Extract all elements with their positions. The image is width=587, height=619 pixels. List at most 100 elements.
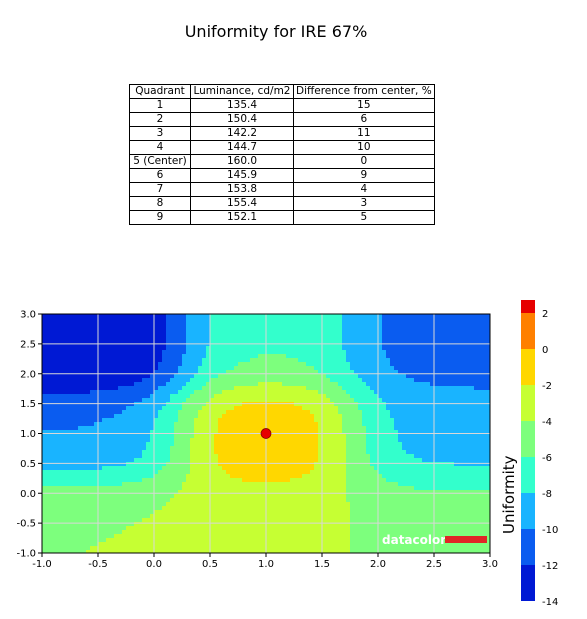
contour-cell [362,346,367,351]
contour-cell [486,374,490,379]
contour-cell [74,434,79,439]
contour-cell [466,482,471,487]
contour-cell [414,318,419,323]
contour-cell [282,362,287,367]
table-row: 9 152.1 5 [129,210,435,225]
contour-cell [422,382,427,387]
contour-cell [438,390,443,395]
contour-cell [438,442,443,447]
contour-cell [402,422,407,427]
contour-cell [58,318,63,323]
contour-cell [106,430,111,435]
contour-cell [214,462,219,467]
contour-cell [94,398,99,403]
contour-cell [438,346,443,351]
contour-cell [134,454,139,459]
contour-cell [82,450,87,455]
contour-cell [370,374,375,379]
contour-cell [390,346,395,351]
contour-cell [98,350,103,355]
contour-cell [210,434,215,439]
contour-cell [438,326,443,331]
contour-cell [418,330,423,335]
contour-cell [102,382,107,387]
contour-cell [378,334,383,339]
contour-cell [366,422,371,427]
contour-cell [246,414,251,419]
contour-cell [346,322,351,327]
contour-cell [246,358,251,363]
contour-cell [426,334,431,339]
contour-cell [126,442,131,447]
contour-cell [158,398,163,403]
contour-cell [166,366,171,371]
contour-cell [346,470,351,475]
contour-cell [310,394,315,399]
contour-cell [62,442,67,447]
contour-cell [446,438,451,443]
contour-cell [382,382,387,387]
contour-cell [370,442,375,447]
contour-cell [146,462,151,467]
contour-cell [482,334,487,339]
contour-cell [78,422,83,427]
contour-cell [146,430,151,435]
contour-cell [94,318,99,323]
contour-cell [374,458,379,463]
contour-cell [186,426,191,431]
contour-cell [222,398,227,403]
contour-cell [174,326,179,331]
contour-cell [154,374,159,379]
contour-cell [226,374,231,379]
contour-cell [242,334,247,339]
contour-cell [358,466,363,471]
contour-cell [438,378,443,383]
contour-cell [430,426,435,431]
contour-cell [382,430,387,435]
contour-cell [390,410,395,415]
contour-cell [486,338,490,343]
contour-cell [386,446,391,451]
contour-cell [174,362,179,367]
contour-cell [318,466,323,471]
contour-cell [174,354,179,359]
contour-cell [214,394,219,399]
contour-cell [98,318,103,323]
contour-cell [266,318,271,323]
contour-cell [158,434,163,439]
contour-cell [314,434,319,439]
contour-cell [194,386,199,391]
contour-cell [62,394,67,399]
contour-cell [170,326,175,331]
contour-cell [54,330,59,335]
contour-cell [154,338,159,343]
contour-cell [442,486,447,491]
contour-cell [154,398,159,403]
contour-cell [90,338,95,343]
contour-cell [206,406,211,411]
contour-cell [434,362,439,367]
contour-cell [222,358,227,363]
contour-cell [54,414,59,419]
contour-cell [286,386,291,391]
contour-cell [374,334,379,339]
contour-cell [134,422,139,427]
contour-cell [58,358,63,363]
contour-cell [442,362,447,367]
contour-cell [398,410,403,415]
contour-cell [370,418,375,423]
contour-cell [306,334,311,339]
contour-cell [386,450,391,455]
contour-cell [218,346,223,351]
contour-cell [222,474,227,479]
contour-cell [350,486,355,491]
contour-cell [182,430,187,435]
contour-cell [406,470,411,475]
contour-cell [290,350,295,355]
contour-cell [190,326,195,331]
contour-cell [162,402,167,407]
contour-cell [426,462,431,467]
contour-cell [330,382,335,387]
contour-cell [414,418,419,423]
contour-cell [278,350,283,355]
